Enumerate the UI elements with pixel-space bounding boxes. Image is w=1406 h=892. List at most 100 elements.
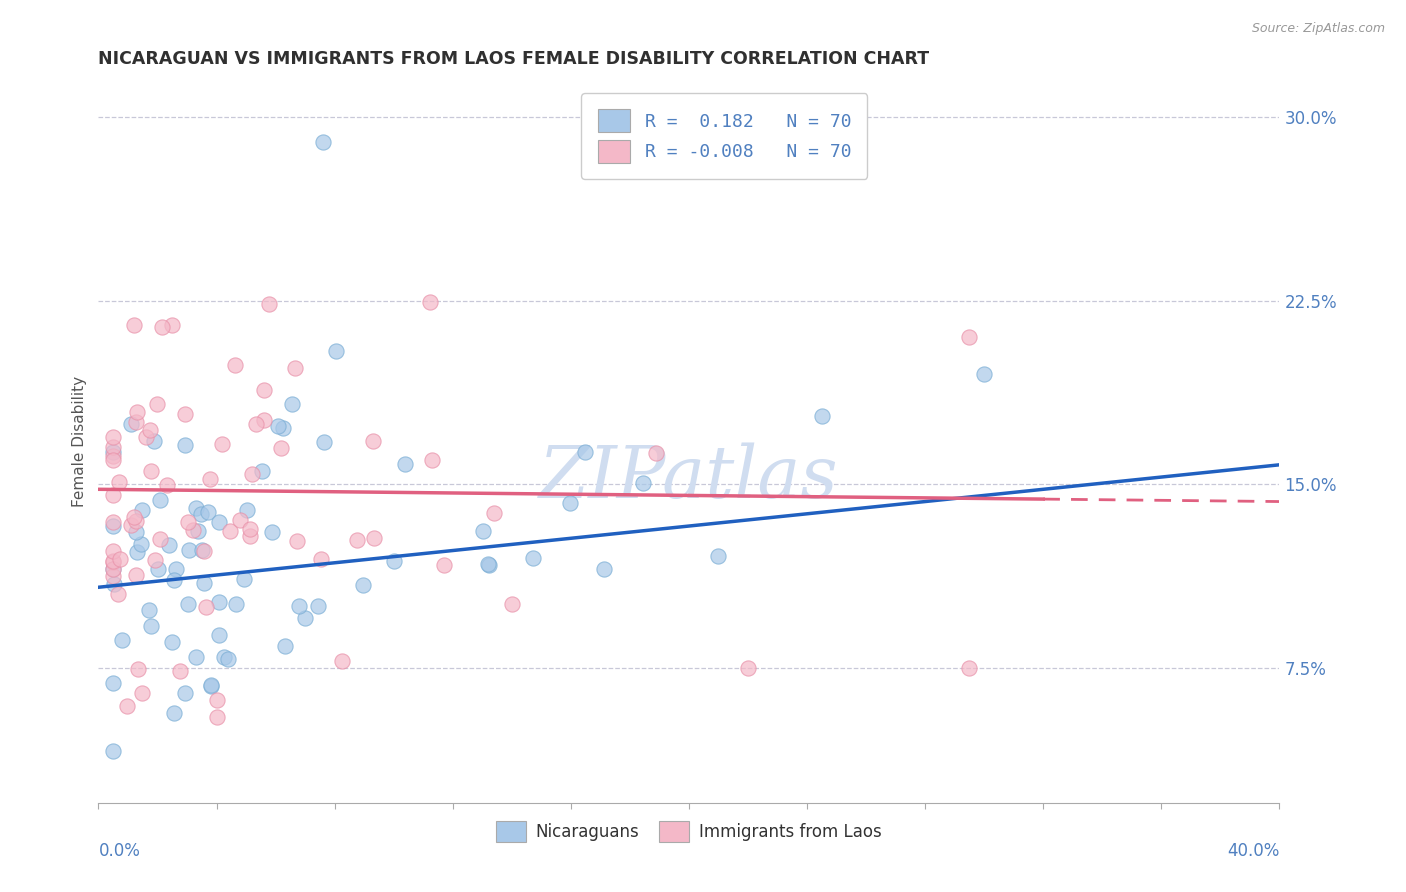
Point <box>257 296 280 310</box>
Point <box>240 467 263 481</box>
Point <box>478 558 501 572</box>
Point <box>103 430 125 444</box>
Point <box>131 503 153 517</box>
Point <box>139 463 162 477</box>
Point <box>239 529 262 543</box>
Point <box>174 438 197 452</box>
Point <box>197 506 219 520</box>
Point <box>103 453 125 467</box>
Point <box>103 744 125 758</box>
Point <box>103 449 125 463</box>
Point <box>270 441 292 455</box>
Point <box>592 562 614 576</box>
Point <box>363 434 385 449</box>
Point <box>149 532 172 546</box>
Point <box>148 561 170 575</box>
Point <box>103 562 125 576</box>
Point <box>352 578 374 592</box>
Point <box>103 576 125 591</box>
Point <box>131 686 153 700</box>
Point <box>174 686 197 700</box>
Point <box>103 515 125 529</box>
Text: ZIPatlas: ZIPatlas <box>538 442 839 513</box>
Point <box>162 318 183 333</box>
Point <box>236 503 259 517</box>
Point <box>157 538 180 552</box>
Point <box>285 533 308 548</box>
Point <box>186 650 208 665</box>
Point <box>208 595 231 609</box>
Point <box>190 507 212 521</box>
Point <box>330 654 353 668</box>
Point <box>644 446 666 460</box>
Point <box>433 558 456 572</box>
Point <box>120 417 142 431</box>
Point <box>207 515 229 529</box>
Point <box>419 294 441 309</box>
Point <box>200 472 222 486</box>
Point <box>288 599 311 613</box>
Y-axis label: Female Disability: Female Disability <box>72 376 87 508</box>
Point <box>125 415 148 429</box>
Text: 40.0%: 40.0% <box>1227 842 1279 860</box>
Point <box>103 440 125 454</box>
Point <box>200 679 222 693</box>
Point <box>737 661 759 675</box>
Point <box>205 693 228 707</box>
Point <box>129 537 152 551</box>
Point <box>250 464 273 478</box>
Text: Source: ZipAtlas.com: Source: ZipAtlas.com <box>1251 22 1385 36</box>
Point <box>262 524 284 539</box>
Point <box>107 587 129 601</box>
Point <box>281 397 304 411</box>
Point <box>111 632 134 647</box>
Point <box>103 569 125 583</box>
Point <box>477 557 499 571</box>
Point <box>127 545 149 559</box>
Point <box>149 492 172 507</box>
Point <box>707 549 730 563</box>
Point <box>195 599 218 614</box>
Point <box>103 519 125 533</box>
Point <box>253 413 276 427</box>
Point <box>973 367 995 381</box>
Point <box>239 523 262 537</box>
Point <box>271 421 294 435</box>
Point <box>169 665 191 679</box>
Point <box>139 618 162 632</box>
Point <box>501 597 523 611</box>
Point <box>420 453 443 467</box>
Point <box>184 501 207 516</box>
Point <box>181 524 204 538</box>
Point <box>294 611 316 625</box>
Point <box>574 444 596 458</box>
Point <box>200 678 222 692</box>
Point <box>146 397 169 411</box>
Point <box>394 458 416 472</box>
Point <box>124 525 146 540</box>
Point <box>233 572 256 586</box>
Point <box>103 676 125 690</box>
Point <box>229 513 252 527</box>
Point <box>103 554 125 568</box>
Point <box>309 551 332 566</box>
Point <box>212 649 235 664</box>
Point <box>163 574 186 588</box>
Point <box>162 635 184 649</box>
Point <box>122 318 145 333</box>
Point <box>274 639 297 653</box>
Point <box>193 576 215 591</box>
Point <box>165 562 187 576</box>
Point <box>959 661 981 675</box>
Point <box>472 524 495 538</box>
Point <box>177 515 200 529</box>
Point <box>363 531 385 545</box>
Point <box>125 567 148 582</box>
Point <box>150 320 173 334</box>
Point <box>224 358 246 372</box>
Text: NICARAGUAN VS IMMIGRANTS FROM LAOS FEMALE DISABILITY CORRELATION CHART: NICARAGUAN VS IMMIGRANTS FROM LAOS FEMAL… <box>98 50 929 68</box>
Point <box>156 478 179 492</box>
Point <box>225 597 247 611</box>
Point <box>110 552 132 566</box>
Point <box>103 488 125 502</box>
